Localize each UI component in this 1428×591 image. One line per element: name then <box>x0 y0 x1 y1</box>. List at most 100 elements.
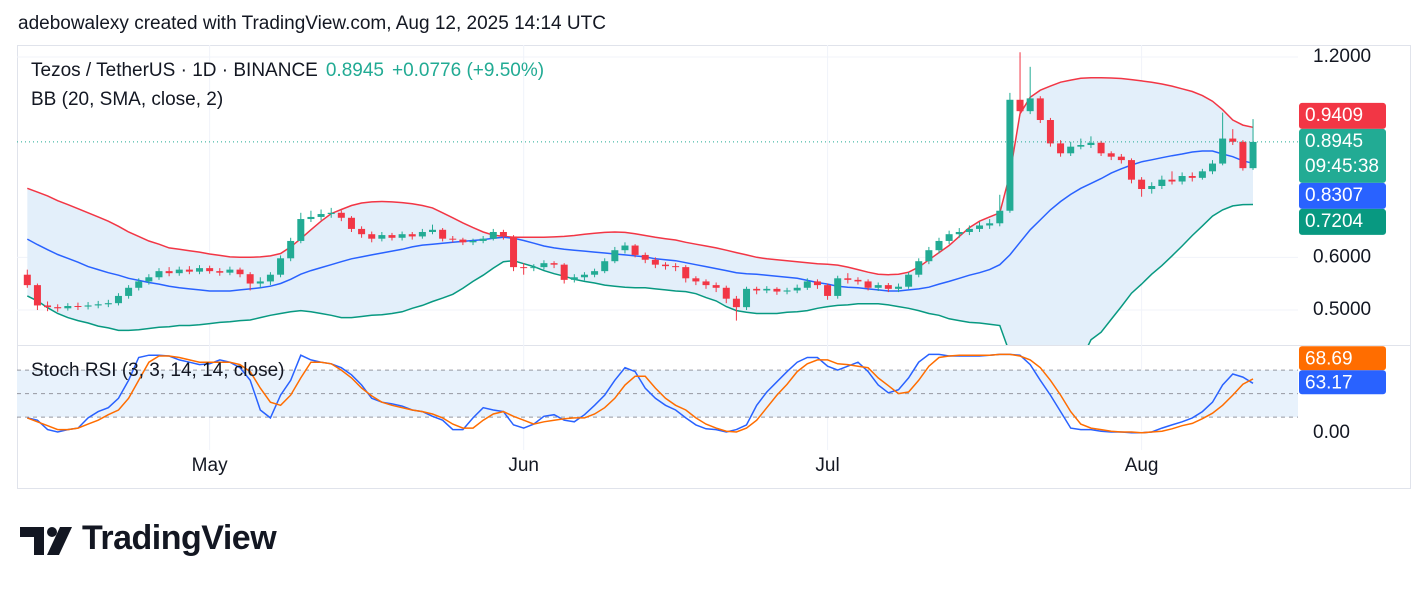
x-tick-label: Jul <box>815 455 839 476</box>
candle-body <box>965 228 973 232</box>
x-tick-label: May <box>192 455 228 476</box>
candle-body <box>479 238 487 241</box>
candle-body <box>1036 98 1044 121</box>
candle-body <box>1209 163 1217 172</box>
candle-body <box>358 228 366 235</box>
attribution: adebowalexy created with TradingView.com… <box>18 13 606 34</box>
candle-body <box>1127 160 1135 180</box>
candle-body <box>803 281 811 288</box>
candle-body <box>1107 153 1115 157</box>
candle-body <box>347 217 355 229</box>
candle-body <box>712 285 720 288</box>
candle-body <box>388 235 396 238</box>
candle-body <box>641 254 649 260</box>
candle-body <box>621 245 629 251</box>
candle-body <box>1188 176 1196 178</box>
candle-body <box>905 274 913 287</box>
candle-body <box>429 229 436 232</box>
legend-bb: BB (20, SMA, close, 2) <box>31 89 224 110</box>
candle-body <box>510 236 518 268</box>
candle-body <box>54 307 62 309</box>
candle-body <box>206 268 214 272</box>
price-badge <box>1299 128 1386 183</box>
candle-body <box>783 290 791 292</box>
candle-body <box>256 281 264 284</box>
price-badge <box>1299 208 1386 235</box>
candle-body <box>661 264 669 267</box>
candle-body <box>520 267 528 269</box>
candle-body <box>672 266 680 268</box>
candle-body <box>64 306 72 309</box>
candle-body <box>307 216 315 220</box>
candle-body <box>155 271 163 278</box>
price-change: +0.0776 (+9.50%) <box>391 60 545 81</box>
candle-body <box>297 219 305 241</box>
candle-body <box>743 288 751 308</box>
candle-body <box>570 277 578 280</box>
candle-body <box>631 245 639 255</box>
candle-body <box>277 258 285 275</box>
price-badge <box>1299 182 1386 209</box>
candle-body <box>874 285 882 288</box>
candle-body <box>489 231 497 239</box>
candle-body <box>844 278 852 280</box>
candle-body <box>732 298 740 308</box>
candle-body <box>44 305 52 308</box>
candle-body <box>226 269 234 273</box>
badge-value: 68.69 <box>1305 348 1353 369</box>
candle-body <box>834 278 842 296</box>
candle-body <box>368 234 376 239</box>
badge-value: 0.9409 <box>1305 105 1363 126</box>
candle-body <box>1016 99 1024 112</box>
candle-body <box>94 304 102 306</box>
candle-body <box>74 306 82 308</box>
legend-main: Tezos / TetherUS · 1D · BINANCE 0.8945 +0.… <box>31 60 544 82</box>
candle-body <box>1138 179 1146 190</box>
band-fill <box>27 77 1253 345</box>
candle-body <box>753 288 761 291</box>
candle-body <box>23 274 31 286</box>
candle-body <box>560 264 568 280</box>
y-tick-label: 0.00 <box>1313 422 1350 443</box>
candle-body <box>1097 142 1105 154</box>
candle-body <box>854 279 862 282</box>
candle-body <box>824 285 832 296</box>
candle-body <box>1006 99 1014 211</box>
candle-body <box>976 225 984 229</box>
candle-body <box>996 210 1004 224</box>
candle-body <box>499 231 507 237</box>
symbol-title: Tezos / TetherUS · 1D · BINANCE <box>31 60 318 81</box>
badge-value: 0.7204 <box>1305 211 1364 232</box>
candle-body <box>884 285 892 289</box>
candle-body <box>550 263 558 265</box>
candle-body <box>1158 179 1166 186</box>
candle-body <box>702 281 710 286</box>
plot-area <box>23 52 1257 345</box>
bb-line <box>26 150 1254 292</box>
candle-body <box>682 267 690 279</box>
candle-body <box>185 269 193 272</box>
candle-body <box>1117 156 1125 161</box>
candle-body <box>337 212 345 218</box>
candle-body <box>601 261 609 272</box>
candle-body <box>459 239 467 243</box>
candle-body <box>1077 145 1085 147</box>
candle-body <box>1148 185 1156 190</box>
countdown: 09:45:38 <box>1305 156 1379 177</box>
candle-body <box>1239 141 1247 169</box>
candle-body <box>84 305 92 307</box>
candle-body <box>175 269 183 274</box>
bb-line <box>26 203 1254 345</box>
candle-body <box>135 281 143 288</box>
candle-body <box>1057 143 1065 154</box>
candle-body <box>945 234 953 241</box>
candle-body <box>378 235 386 239</box>
last-price: 0.8945 <box>325 60 384 81</box>
candle-body <box>236 269 244 275</box>
candle-body <box>986 223 994 226</box>
candle-body <box>1178 176 1186 182</box>
legend-stoch: Stoch RSI (3, 3, 14, 14, close) <box>31 360 285 381</box>
candle-body <box>773 288 781 292</box>
logo-mark <box>20 527 72 555</box>
y-tick-label: 1.2000 <box>1313 46 1371 67</box>
